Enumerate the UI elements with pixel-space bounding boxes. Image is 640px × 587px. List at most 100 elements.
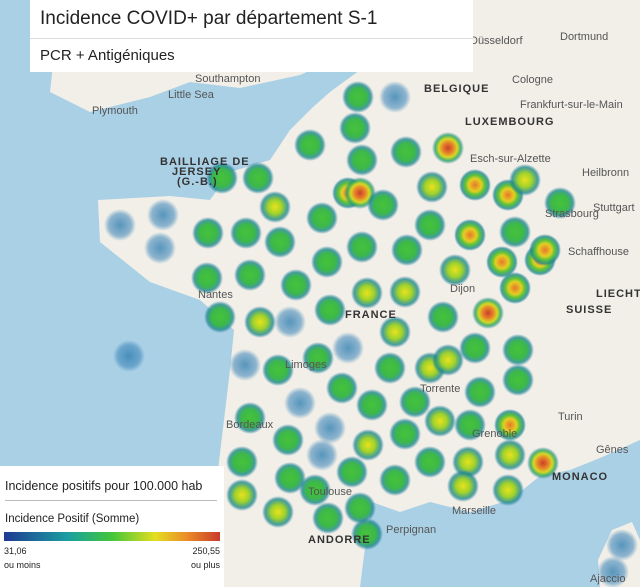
- heat-spot: [306, 202, 338, 234]
- place-label: Limoges: [285, 359, 327, 371]
- place-label: Grenoble: [472, 428, 517, 440]
- heat-spot: [312, 502, 344, 534]
- place-label: Ajaccio: [590, 573, 625, 585]
- heat-spot: [527, 447, 559, 479]
- heat-spot: [544, 187, 576, 219]
- legend-max-note: ou plus: [190, 560, 220, 570]
- heat-spot: [351, 277, 383, 309]
- place-label: Stuttgart: [593, 202, 635, 214]
- legend-min-note: ou moins: [4, 560, 41, 570]
- heat-spot: [454, 409, 486, 441]
- place-label: (G.-B.): [177, 176, 218, 188]
- heat-spot: [379, 81, 411, 113]
- heat-spot: [264, 226, 296, 258]
- heat-spot: [302, 342, 334, 374]
- heat-spot: [244, 306, 276, 338]
- heat-spot: [416, 171, 448, 203]
- heat-spot: [147, 199, 179, 231]
- heat-spot: [294, 129, 326, 161]
- heat-spot: [226, 479, 258, 511]
- heat-spot: [351, 518, 383, 550]
- legend: Incidence positifs pour 100.000 hab Inci…: [0, 466, 224, 587]
- heat-spot: [399, 386, 431, 418]
- heat-spot: [226, 446, 258, 478]
- heat-spot: [314, 412, 346, 444]
- heat-spot: [414, 446, 446, 478]
- heat-spot: [502, 364, 534, 396]
- heat-spot: [390, 136, 422, 168]
- place-label: Bordeaux: [226, 419, 274, 431]
- legend-title: Incidence positifs pour 100.000 hab: [5, 479, 203, 493]
- heat-spot: [529, 234, 561, 266]
- heat-spot: [234, 259, 266, 291]
- title: Incidence COVID+ par département S-1: [30, 0, 473, 38]
- heat-spot: [454, 219, 486, 251]
- heat-spot: [427, 301, 459, 333]
- place-label: Heilbronn: [582, 167, 629, 179]
- heat-spot: [242, 162, 274, 194]
- heat-spot: [272, 424, 304, 456]
- heat-spot: [494, 409, 526, 441]
- heat-spot: [432, 344, 464, 376]
- place-label: FRANCE: [345, 309, 397, 321]
- heat-spot: [509, 164, 541, 196]
- place-label: SUISSE: [566, 304, 612, 316]
- heat-spot: [280, 269, 312, 301]
- heat-spot: [367, 189, 399, 221]
- heat-spot: [274, 462, 306, 494]
- heat-spot: [432, 132, 464, 164]
- heat-spot: [342, 81, 374, 113]
- heat-spot: [374, 352, 406, 384]
- heat-spot: [262, 354, 294, 386]
- heat-spot: [314, 294, 346, 326]
- heat-spot: [299, 474, 331, 506]
- heat-spot: [230, 217, 262, 249]
- place-label: Strasbourg: [545, 208, 599, 220]
- heat-spot: [191, 262, 223, 294]
- heat-spot: [447, 470, 479, 502]
- heat-spot: [499, 216, 531, 248]
- heat-spot: [206, 162, 238, 194]
- heat-spot: [472, 297, 504, 329]
- heat-spot: [486, 246, 518, 278]
- place-label: Plymouth: [92, 105, 138, 117]
- heat-spot: [352, 429, 384, 461]
- heat-spot: [284, 387, 316, 419]
- heat-spot: [459, 169, 491, 201]
- place-label: Düsseldorf: [470, 35, 524, 47]
- place-label: Toulouse: [308, 486, 352, 498]
- heat-spot: [346, 231, 378, 263]
- heat-spot: [311, 246, 343, 278]
- heat-spot: [464, 376, 496, 408]
- heat-spot: [391, 234, 423, 266]
- heat-spot: [494, 439, 526, 471]
- heat-spot: [204, 301, 236, 333]
- heat-spot: [339, 112, 371, 144]
- legend-min: 31,06: [4, 546, 27, 556]
- heat-spot: [234, 402, 266, 434]
- heat-spot: [389, 276, 421, 308]
- heat-spot: [344, 492, 376, 524]
- heat-spot: [606, 529, 638, 561]
- heat-spot: [439, 254, 471, 286]
- place-label: Perpignan: [386, 524, 436, 536]
- place-label: JERSEY: [172, 166, 221, 178]
- place-label: Frankfurt-sur-le-Main: [520, 99, 623, 111]
- heat-spot: [499, 272, 531, 304]
- legend-max: 250,55: [192, 546, 220, 556]
- heat-spot: [259, 191, 291, 223]
- place-label: Marseille: [452, 505, 496, 517]
- heat-spot: [262, 496, 294, 528]
- place-label: Nantes: [198, 289, 233, 301]
- place-label: Turin: [558, 411, 583, 423]
- heat-spot: [332, 332, 364, 364]
- place-label: Esch-sur-Alzette: [470, 153, 551, 165]
- place-label: Dijon: [450, 283, 475, 295]
- heat-spot: [379, 464, 411, 496]
- heat-spot: [424, 405, 456, 437]
- place-label: Little Sea: [168, 89, 215, 101]
- place-label: MONACO: [552, 471, 608, 483]
- heat-spot: [306, 439, 338, 471]
- place-label: Torrente: [420, 383, 460, 395]
